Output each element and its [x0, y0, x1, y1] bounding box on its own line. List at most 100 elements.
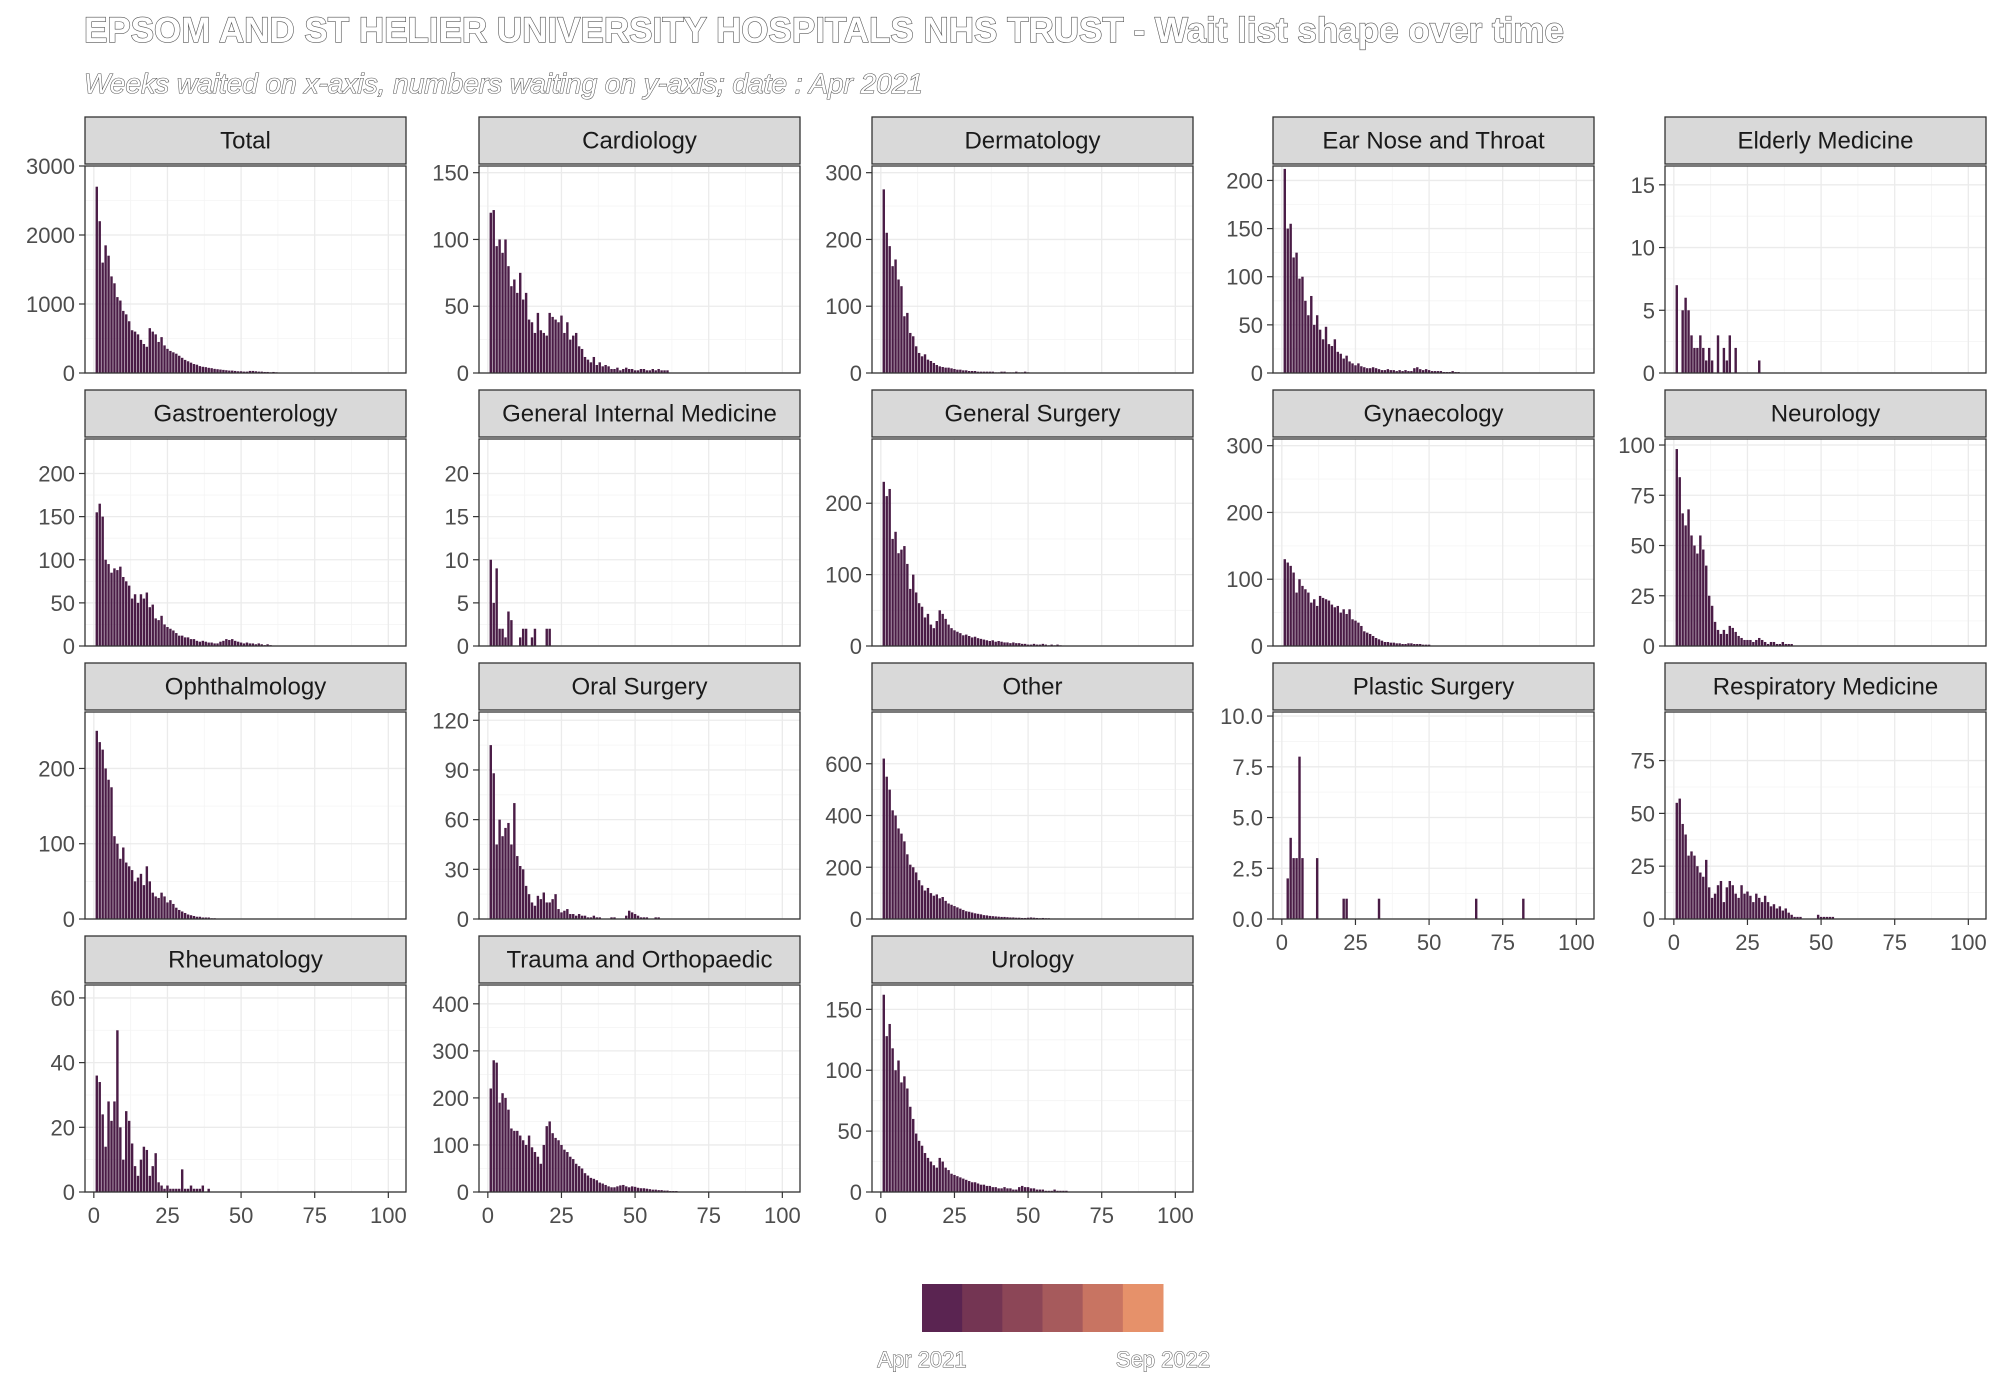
bar	[645, 370, 649, 373]
panel-border	[84, 711, 407, 920]
legend-swatch	[1082, 1284, 1124, 1332]
bar	[569, 339, 572, 373]
bar	[104, 559, 107, 646]
bar	[912, 574, 915, 646]
bar	[489, 745, 492, 919]
bars	[882, 994, 1068, 1192]
bar	[254, 371, 258, 373]
bar	[894, 531, 897, 646]
bar	[101, 516, 104, 646]
bar	[530, 902, 534, 919]
bar	[178, 1188, 181, 1192]
bar	[1283, 559, 1286, 646]
bars	[1675, 798, 1835, 919]
bar	[1725, 633, 1729, 646]
bar	[932, 362, 936, 373]
bar	[929, 1161, 933, 1192]
bar	[601, 366, 604, 373]
bar	[1029, 644, 1033, 646]
strip-label: Cardiology	[582, 128, 697, 155]
bar	[1769, 641, 1773, 646]
panel-general-internal-medicine: General Internal Medicine 0 5 10 15 20	[445, 389, 801, 659]
bar	[513, 1130, 516, 1192]
bar	[257, 643, 260, 646]
bar	[1763, 895, 1767, 919]
bar	[956, 907, 959, 919]
gridlines	[85, 439, 406, 647]
panel-other: Other 0 200 400 600	[825, 662, 1194, 932]
bar	[1003, 916, 1006, 919]
bar	[894, 259, 897, 373]
bar	[163, 345, 166, 373]
bar	[654, 370, 657, 373]
bar	[1713, 621, 1717, 646]
bar	[914, 872, 918, 919]
bar	[542, 1144, 545, 1192]
x-axis: 0 25 50 75 100	[482, 1192, 801, 1228]
bar	[180, 1169, 184, 1192]
bar	[524, 628, 528, 646]
bar	[1295, 592, 1298, 646]
bar	[169, 350, 172, 373]
bar	[166, 627, 169, 646]
bar	[186, 637, 190, 646]
bar	[183, 1188, 187, 1192]
bar	[1758, 360, 1761, 373]
bar	[1386, 369, 1390, 373]
panel-border	[1664, 438, 1987, 647]
bar	[107, 564, 110, 646]
bars	[1283, 559, 1431, 646]
bar	[1716, 885, 1720, 919]
bar	[885, 776, 888, 919]
bar	[189, 1185, 193, 1192]
bar	[970, 912, 974, 919]
bar	[545, 628, 548, 646]
bar	[1000, 641, 1003, 646]
bar	[139, 873, 143, 919]
bar	[98, 503, 101, 646]
bar	[186, 1188, 190, 1192]
y-tick-label: 400	[825, 804, 862, 829]
bar	[551, 899, 554, 919]
bar	[519, 1135, 522, 1192]
gridlines	[872, 166, 1193, 374]
bar	[932, 1165, 936, 1192]
bar	[178, 355, 181, 373]
bar	[148, 881, 151, 919]
bar	[207, 917, 210, 919]
bar	[994, 1187, 997, 1192]
bars	[489, 210, 669, 373]
bar	[982, 915, 986, 919]
bar	[104, 1146, 107, 1192]
bar	[882, 189, 885, 373]
bar	[95, 186, 98, 373]
bar	[495, 1062, 498, 1192]
bar	[1696, 347, 1699, 373]
bar	[95, 1075, 98, 1192]
bar	[501, 836, 504, 919]
bar	[1693, 855, 1696, 919]
bar	[127, 585, 131, 646]
bars	[95, 503, 272, 646]
bar	[970, 370, 974, 373]
bar	[947, 903, 950, 919]
bar	[909, 332, 912, 373]
bar	[1681, 823, 1684, 919]
bar	[145, 1149, 149, 1192]
bar	[1734, 631, 1737, 646]
bar	[233, 640, 237, 646]
bar	[113, 283, 116, 373]
y-tick-label: 100	[825, 563, 862, 588]
strip-label: General Surgery	[944, 401, 1120, 428]
strip-background	[871, 935, 1194, 984]
panel-border	[871, 438, 1194, 647]
bar	[627, 368, 631, 373]
bar	[1339, 612, 1342, 646]
strip-label: Respiratory Medicine	[1713, 674, 1938, 701]
y-tick-label: 0	[457, 634, 469, 659]
bar	[492, 773, 495, 919]
y-tick-label: 100	[1618, 433, 1655, 458]
bar	[1292, 858, 1295, 919]
bar	[1710, 897, 1714, 919]
bar	[613, 917, 616, 919]
